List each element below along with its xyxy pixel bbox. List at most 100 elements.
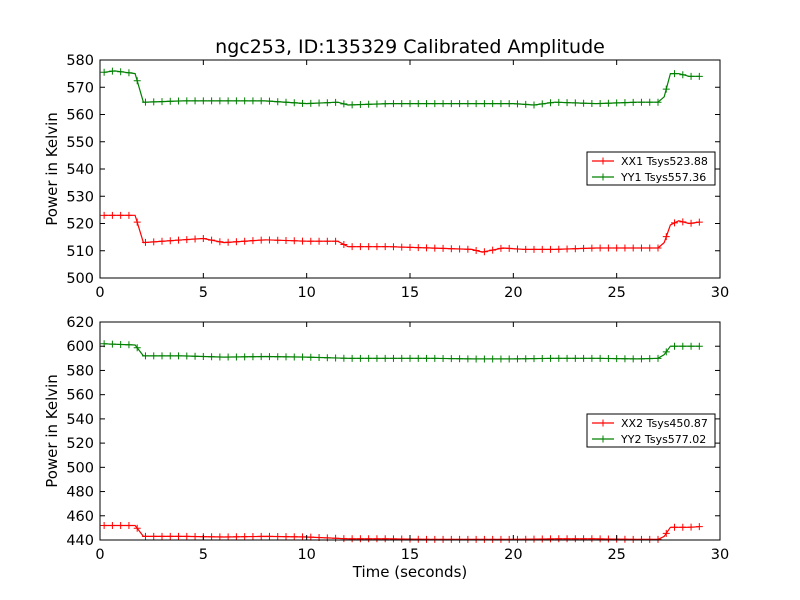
- y-tick-label: 570: [66, 80, 94, 96]
- data-point: [307, 99, 315, 107]
- data-point: [588, 99, 596, 107]
- data-point: [332, 354, 340, 362]
- data-point: [133, 77, 141, 85]
- data-point: [522, 100, 530, 108]
- legend-frame: [586, 151, 716, 186]
- data-point: [166, 532, 174, 540]
- data-point: [224, 97, 232, 105]
- data-point: [489, 100, 497, 108]
- data-point: [356, 535, 364, 543]
- data-point: [654, 98, 662, 106]
- data-point: [307, 353, 315, 361]
- data-point: [365, 535, 373, 543]
- data-point: [348, 354, 356, 362]
- y-tick-label: 560: [66, 388, 94, 404]
- legend-entry-label: XX2 Tsys450.87: [621, 417, 708, 430]
- data-point: [166, 97, 174, 105]
- data-point: [414, 354, 422, 362]
- data-point: [125, 341, 133, 349]
- data-point: [439, 100, 447, 108]
- data-point: [389, 354, 397, 362]
- data-point: [373, 535, 381, 543]
- y-tick-label: 500: [66, 271, 94, 287]
- data-point: [538, 355, 546, 363]
- data-point: [265, 97, 273, 105]
- data-point: [580, 354, 588, 362]
- data-point: [505, 535, 513, 543]
- data-point: [224, 353, 232, 361]
- data-point: [108, 521, 116, 529]
- chart-title: ngc253, ID:135329 Calibrated Amplitude: [215, 36, 605, 58]
- data-point: [555, 354, 563, 362]
- data-point: [141, 532, 149, 540]
- data-point: [431, 100, 439, 108]
- data-point: [241, 97, 249, 105]
- data-point: [423, 100, 431, 108]
- data-point: [406, 354, 414, 362]
- data-point: [133, 344, 141, 352]
- data-point: [299, 353, 307, 361]
- data-point: [480, 248, 488, 256]
- data-point: [621, 535, 629, 543]
- legend-entry-label: YY2 Tsys577.02: [620, 433, 706, 446]
- data-point: [191, 97, 199, 105]
- data-point: [679, 71, 687, 79]
- data-point: [356, 354, 364, 362]
- data-point: [265, 353, 273, 361]
- data-point: [447, 245, 455, 253]
- data-point: [629, 535, 637, 543]
- data-point: [662, 348, 670, 356]
- data-point: [530, 245, 538, 253]
- data-point: [340, 354, 348, 362]
- data-point: [199, 353, 207, 361]
- data-point: [232, 238, 240, 246]
- data-point: [497, 244, 505, 252]
- data-point: [654, 244, 662, 252]
- data-point: [290, 99, 298, 107]
- data-point: [596, 535, 604, 543]
- x-tick-label: 5: [199, 285, 208, 301]
- data-point: [695, 218, 703, 226]
- y-tick-label: 480: [66, 485, 94, 501]
- data-point: [191, 533, 199, 541]
- data-point: [456, 355, 464, 363]
- data-point: [555, 535, 563, 543]
- data-point: [373, 100, 381, 108]
- y-tick-label: 510: [66, 244, 94, 260]
- data-point: [323, 237, 331, 245]
- data-point: [348, 243, 356, 251]
- data-point: [679, 523, 687, 531]
- data-point: [381, 100, 389, 108]
- data-point: [671, 219, 679, 227]
- data-point: [100, 521, 108, 529]
- data-point: [249, 237, 257, 245]
- data-point: [398, 243, 406, 251]
- data-point: [274, 236, 282, 244]
- data-point: [472, 246, 480, 254]
- data-point: [183, 352, 191, 360]
- data-point: [662, 529, 670, 537]
- data-point: [249, 97, 257, 105]
- data-point: [456, 100, 464, 108]
- x-tick-label: 0: [95, 285, 104, 301]
- data-point: [307, 237, 315, 245]
- data-point: [108, 211, 116, 219]
- data-point: [629, 244, 637, 252]
- data-point: [604, 244, 612, 252]
- data-point: [456, 245, 464, 253]
- legend-entry-label: YY1 Tsys557.36: [620, 171, 706, 184]
- data-point: [199, 97, 207, 105]
- data-point: [456, 535, 464, 543]
- y-tick-label: 540: [66, 162, 94, 178]
- data-point: [497, 535, 505, 543]
- data-point: [464, 535, 472, 543]
- data-point: [323, 354, 331, 362]
- top-y-axis-label: Power in Kelvin: [43, 112, 61, 226]
- data-point: [216, 533, 224, 541]
- y-tick-label: 500: [66, 460, 94, 476]
- data-point: [340, 240, 348, 248]
- data-point: [563, 354, 571, 362]
- data-point: [654, 535, 662, 543]
- data-point: [241, 353, 249, 361]
- data-point: [505, 100, 513, 108]
